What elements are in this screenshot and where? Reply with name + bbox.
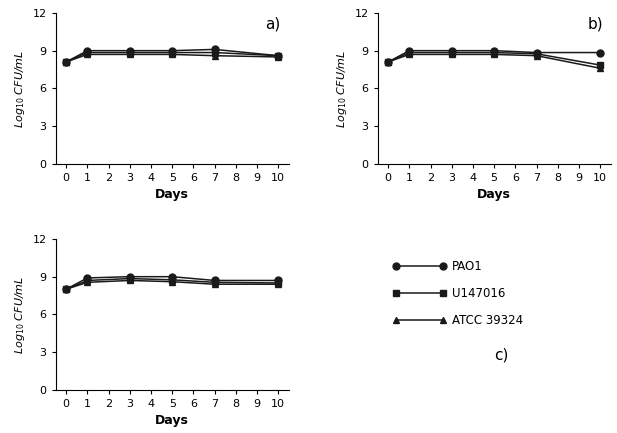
PAO1 <box>597 50 604 55</box>
Line: PAO1: PAO1 <box>384 47 603 65</box>
PAO1 <box>84 48 91 53</box>
PAO1 <box>384 59 392 65</box>
Line: ATCC 39324: ATCC 39324 <box>384 51 603 72</box>
U147016 <box>275 53 282 58</box>
PAO1 <box>126 274 133 279</box>
Text: U147016: U147016 <box>452 287 505 300</box>
Line: U147016: U147016 <box>63 275 282 293</box>
PAO1 <box>211 47 218 52</box>
PAO1 <box>448 48 455 53</box>
Y-axis label: Log$_{10}$ CFU/mL: Log$_{10}$ CFU/mL <box>335 49 349 127</box>
U147016 <box>533 51 540 56</box>
PAO1 <box>491 48 498 53</box>
ATCC 39324 <box>275 281 282 287</box>
X-axis label: Days: Days <box>477 188 511 201</box>
Line: U147016: U147016 <box>63 49 282 65</box>
PAO1 <box>533 50 540 55</box>
Line: U147016: U147016 <box>384 49 603 68</box>
PAO1 <box>84 275 91 281</box>
Line: PAO1: PAO1 <box>63 46 282 65</box>
PAO1 <box>275 53 282 58</box>
ATCC 39324 <box>211 281 218 287</box>
ATCC 39324 <box>533 53 540 58</box>
Text: PAO1: PAO1 <box>452 260 483 273</box>
ATCC 39324 <box>126 278 133 283</box>
U147016 <box>384 59 392 65</box>
U147016 <box>62 287 70 292</box>
U147016 <box>405 50 413 55</box>
ATCC 39324 <box>597 66 604 71</box>
Text: c): c) <box>494 348 508 362</box>
ATCC 39324 <box>405 52 413 57</box>
ATCC 39324 <box>491 52 498 57</box>
ATCC 39324 <box>168 279 176 284</box>
ATCC 39324 <box>211 53 218 58</box>
PAO1 <box>211 278 218 283</box>
U147016 <box>168 50 176 55</box>
ATCC 39324 <box>168 52 176 57</box>
PAO1 <box>405 48 413 53</box>
Line: PAO1: PAO1 <box>63 273 282 293</box>
Text: ATCC 39324: ATCC 39324 <box>452 314 523 327</box>
Y-axis label: Log$_{10}$ CFU/mL: Log$_{10}$ CFU/mL <box>13 49 27 127</box>
Text: a): a) <box>265 16 281 31</box>
ATCC 39324 <box>126 52 133 57</box>
ATCC 39324 <box>448 52 455 57</box>
U147016 <box>275 281 282 286</box>
PAO1 <box>62 59 70 65</box>
Line: ATCC 39324: ATCC 39324 <box>63 277 282 293</box>
Text: b): b) <box>587 16 603 31</box>
ATCC 39324 <box>384 59 392 65</box>
U147016 <box>211 50 218 55</box>
PAO1 <box>275 278 282 283</box>
U147016 <box>448 50 455 55</box>
U147016 <box>126 276 133 281</box>
PAO1 <box>62 287 70 292</box>
X-axis label: Days: Days <box>155 414 189 427</box>
U147016 <box>126 50 133 55</box>
U147016 <box>84 50 91 55</box>
ATCC 39324 <box>275 55 282 60</box>
Line: ATCC 39324: ATCC 39324 <box>63 51 282 65</box>
U147016 <box>62 59 70 65</box>
PAO1 <box>168 274 176 279</box>
PAO1 <box>126 48 133 53</box>
U147016 <box>211 280 218 285</box>
ATCC 39324 <box>84 280 91 285</box>
U147016 <box>168 277 176 282</box>
PAO1 <box>168 48 176 53</box>
U147016 <box>491 50 498 55</box>
X-axis label: Days: Days <box>155 188 189 201</box>
Y-axis label: Log$_{10}$ CFU/mL: Log$_{10}$ CFU/mL <box>13 275 27 353</box>
ATCC 39324 <box>62 287 70 292</box>
ATCC 39324 <box>62 59 70 65</box>
ATCC 39324 <box>84 52 91 57</box>
U147016 <box>84 278 91 283</box>
U147016 <box>597 62 604 68</box>
